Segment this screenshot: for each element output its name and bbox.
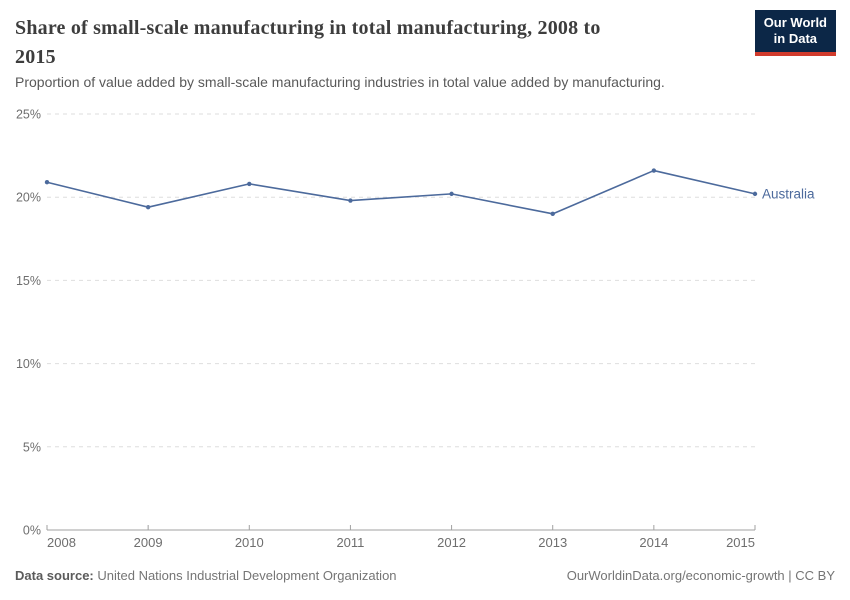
- data-point[interactable]: [752, 191, 758, 197]
- series-line: [46, 169, 756, 215]
- x-axis-tick-label: 2015: [726, 535, 755, 550]
- data-point[interactable]: [550, 211, 555, 217]
- data-source-value: United Nations Industrial Development Or…: [97, 568, 397, 583]
- data-point[interactable]: [449, 191, 454, 197]
- y-axis-tick-label: 25%: [16, 108, 41, 122]
- chart-title: Share of small-scale manufacturing in to…: [15, 14, 715, 72]
- owid-logo[interactable]: Our World in Data: [754, 10, 836, 56]
- x-axis-tick-label: 2008: [47, 535, 76, 550]
- x-axis-tick-label: 2012: [437, 535, 466, 550]
- data-point[interactable]: [348, 198, 353, 203]
- owid-logo-line2: in Data: [773, 31, 818, 47]
- y-axis-tick-label: 0%: [23, 524, 41, 538]
- line-chart: 0% 5% 10% 15% 20% 25% 2008 2009 2010 2011 2012 2013…: [16, 108, 815, 551]
- series-label: Australia: [762, 186, 815, 201]
- chart-title-line1: Share of small-scale manufacturing in to…: [15, 17, 601, 39]
- data-point[interactable]: [44, 180, 50, 185]
- x-axis-tick-label: 2013: [538, 535, 567, 550]
- owid-link[interactable]: OurWorldinData.org/economic-growth | CC …: [566, 568, 835, 583]
- x-axis-tick-label: 2014: [639, 535, 668, 550]
- y-axis-tick-label: 5%: [23, 440, 41, 454]
- data-point[interactable]: [247, 181, 252, 187]
- x-axis-tick-label: 2009: [134, 535, 163, 550]
- y-axis-tick-label: 20%: [16, 191, 41, 205]
- x-axis-tick-label: 2011: [336, 535, 364, 550]
- data-source: Data source: United Nations Industrial D…: [15, 568, 397, 583]
- x-axis-tick-label: 2010: [235, 535, 264, 550]
- chart-subtitle: Proportion of value added by small-scale…: [15, 74, 665, 90]
- chart-title-line2: 2015: [15, 46, 56, 68]
- y-axis-tick-label: 10%: [16, 357, 41, 371]
- y-axis-tick-label: 15%: [16, 274, 41, 288]
- data-point[interactable]: [651, 168, 657, 173]
- chart-header: Share of small-scale manufacturing in to…: [15, 14, 715, 72]
- owid-logo-line1: Our World: [763, 15, 827, 30]
- chart-footer: Data source: United Nations Industrial D…: [15, 568, 835, 583]
- data-source-label: Data source:: [15, 568, 94, 583]
- data-point[interactable]: [145, 204, 151, 210]
